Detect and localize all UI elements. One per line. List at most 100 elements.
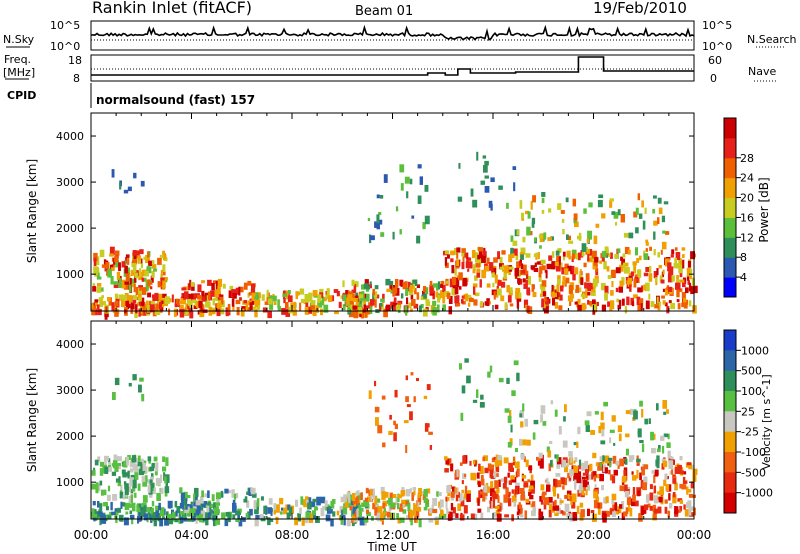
echo-cell bbox=[146, 287, 149, 292]
echo-cell bbox=[616, 298, 620, 303]
echo-cell bbox=[588, 474, 594, 480]
echo-cell bbox=[419, 305, 422, 313]
echo-cell bbox=[445, 280, 449, 284]
echo-cell bbox=[111, 263, 115, 268]
echo-cell bbox=[518, 260, 522, 267]
echo-cell bbox=[114, 377, 120, 386]
echo-cell bbox=[594, 411, 599, 415]
echo-cell bbox=[321, 296, 325, 306]
echo-cell bbox=[612, 504, 617, 511]
echo-cell bbox=[216, 518, 221, 525]
echo-cell bbox=[383, 308, 388, 318]
echo-cell bbox=[574, 267, 579, 275]
colorbar-swatch bbox=[724, 411, 736, 433]
echo-cell bbox=[511, 477, 517, 483]
echo-cell bbox=[91, 470, 96, 476]
echo-cell bbox=[158, 502, 161, 509]
echo-cell bbox=[600, 422, 605, 430]
echo-cell bbox=[117, 456, 122, 462]
echo-cell bbox=[666, 305, 670, 314]
echo-cell bbox=[128, 495, 133, 505]
echo-cell bbox=[512, 166, 517, 170]
echo-cell bbox=[495, 465, 500, 473]
echo-cell bbox=[568, 240, 574, 244]
echo-cell bbox=[476, 256, 480, 264]
echo-cell bbox=[595, 474, 600, 479]
echo-cell bbox=[476, 472, 480, 479]
echo-cell bbox=[320, 496, 326, 504]
echo-cell bbox=[128, 382, 132, 387]
echo-cell bbox=[394, 423, 398, 430]
echo-cell bbox=[573, 213, 578, 221]
echo-cell bbox=[507, 415, 512, 423]
echo-cell bbox=[538, 452, 543, 459]
echo-cell bbox=[389, 281, 393, 290]
echo-cell bbox=[216, 492, 221, 500]
echo-cell bbox=[229, 285, 234, 290]
echo-cell bbox=[320, 507, 325, 517]
echo-cell bbox=[118, 280, 122, 289]
echo-cell bbox=[381, 491, 386, 500]
echo-cell bbox=[451, 276, 457, 285]
echo-cell bbox=[477, 481, 481, 488]
echo-cell bbox=[497, 455, 502, 461]
echo-cell bbox=[520, 247, 526, 255]
echo-cell bbox=[368, 390, 372, 400]
echo-cell bbox=[416, 378, 419, 382]
echo-cell bbox=[444, 250, 450, 255]
echo-cell bbox=[582, 472, 588, 476]
echo-cell bbox=[566, 459, 569, 467]
echo-cell bbox=[140, 263, 144, 269]
echo-cell bbox=[650, 301, 655, 308]
echo-cell bbox=[312, 290, 318, 297]
echo-cell bbox=[584, 468, 589, 474]
echo-cell bbox=[111, 463, 116, 467]
echo-cell bbox=[432, 498, 438, 506]
echo-cell bbox=[516, 511, 520, 516]
echo-cell bbox=[511, 514, 514, 522]
echo-cell bbox=[639, 400, 643, 407]
echo-cell bbox=[160, 487, 164, 495]
echo-cell bbox=[358, 504, 362, 509]
echo-cell bbox=[424, 423, 429, 432]
echo-cell bbox=[279, 497, 284, 505]
echo-cell bbox=[538, 275, 542, 282]
echo-cell bbox=[599, 502, 603, 509]
echo-cell bbox=[355, 299, 360, 306]
echo-cell bbox=[216, 303, 222, 309]
echo-cell bbox=[310, 300, 316, 306]
echo-cell bbox=[439, 513, 443, 520]
echo-cell bbox=[150, 281, 153, 285]
echo-cell bbox=[498, 185, 503, 190]
echo-cell bbox=[201, 490, 204, 498]
echo-cell bbox=[107, 297, 111, 302]
echo-cell bbox=[134, 272, 139, 279]
echo-cell bbox=[112, 392, 116, 400]
echo-cell bbox=[508, 498, 512, 507]
echo-cell bbox=[116, 271, 121, 280]
echo-cell bbox=[457, 491, 460, 498]
echo-cell bbox=[245, 302, 249, 310]
echo-cell bbox=[422, 290, 425, 295]
echo-cell bbox=[626, 496, 632, 506]
echo-cell bbox=[104, 455, 109, 461]
echo-cell bbox=[555, 264, 561, 272]
echo-cell bbox=[526, 305, 530, 314]
echo-cell bbox=[93, 266, 99, 275]
echo-cell bbox=[342, 304, 346, 311]
echo-cell bbox=[193, 493, 196, 502]
echo-cell bbox=[407, 502, 411, 512]
echo-cell bbox=[114, 510, 118, 520]
echo-cell bbox=[593, 284, 597, 289]
echo-cell bbox=[474, 275, 478, 281]
echo-cell bbox=[483, 165, 488, 173]
colorbar-swatch bbox=[724, 492, 736, 514]
echo-cell bbox=[386, 511, 391, 518]
echo-cell bbox=[664, 473, 668, 480]
echo-cell bbox=[164, 476, 167, 484]
echo-cell bbox=[604, 246, 609, 254]
echo-cell bbox=[402, 282, 407, 290]
echo-cell bbox=[117, 480, 121, 487]
echo-cell bbox=[151, 294, 156, 299]
echo-cell bbox=[497, 251, 501, 260]
